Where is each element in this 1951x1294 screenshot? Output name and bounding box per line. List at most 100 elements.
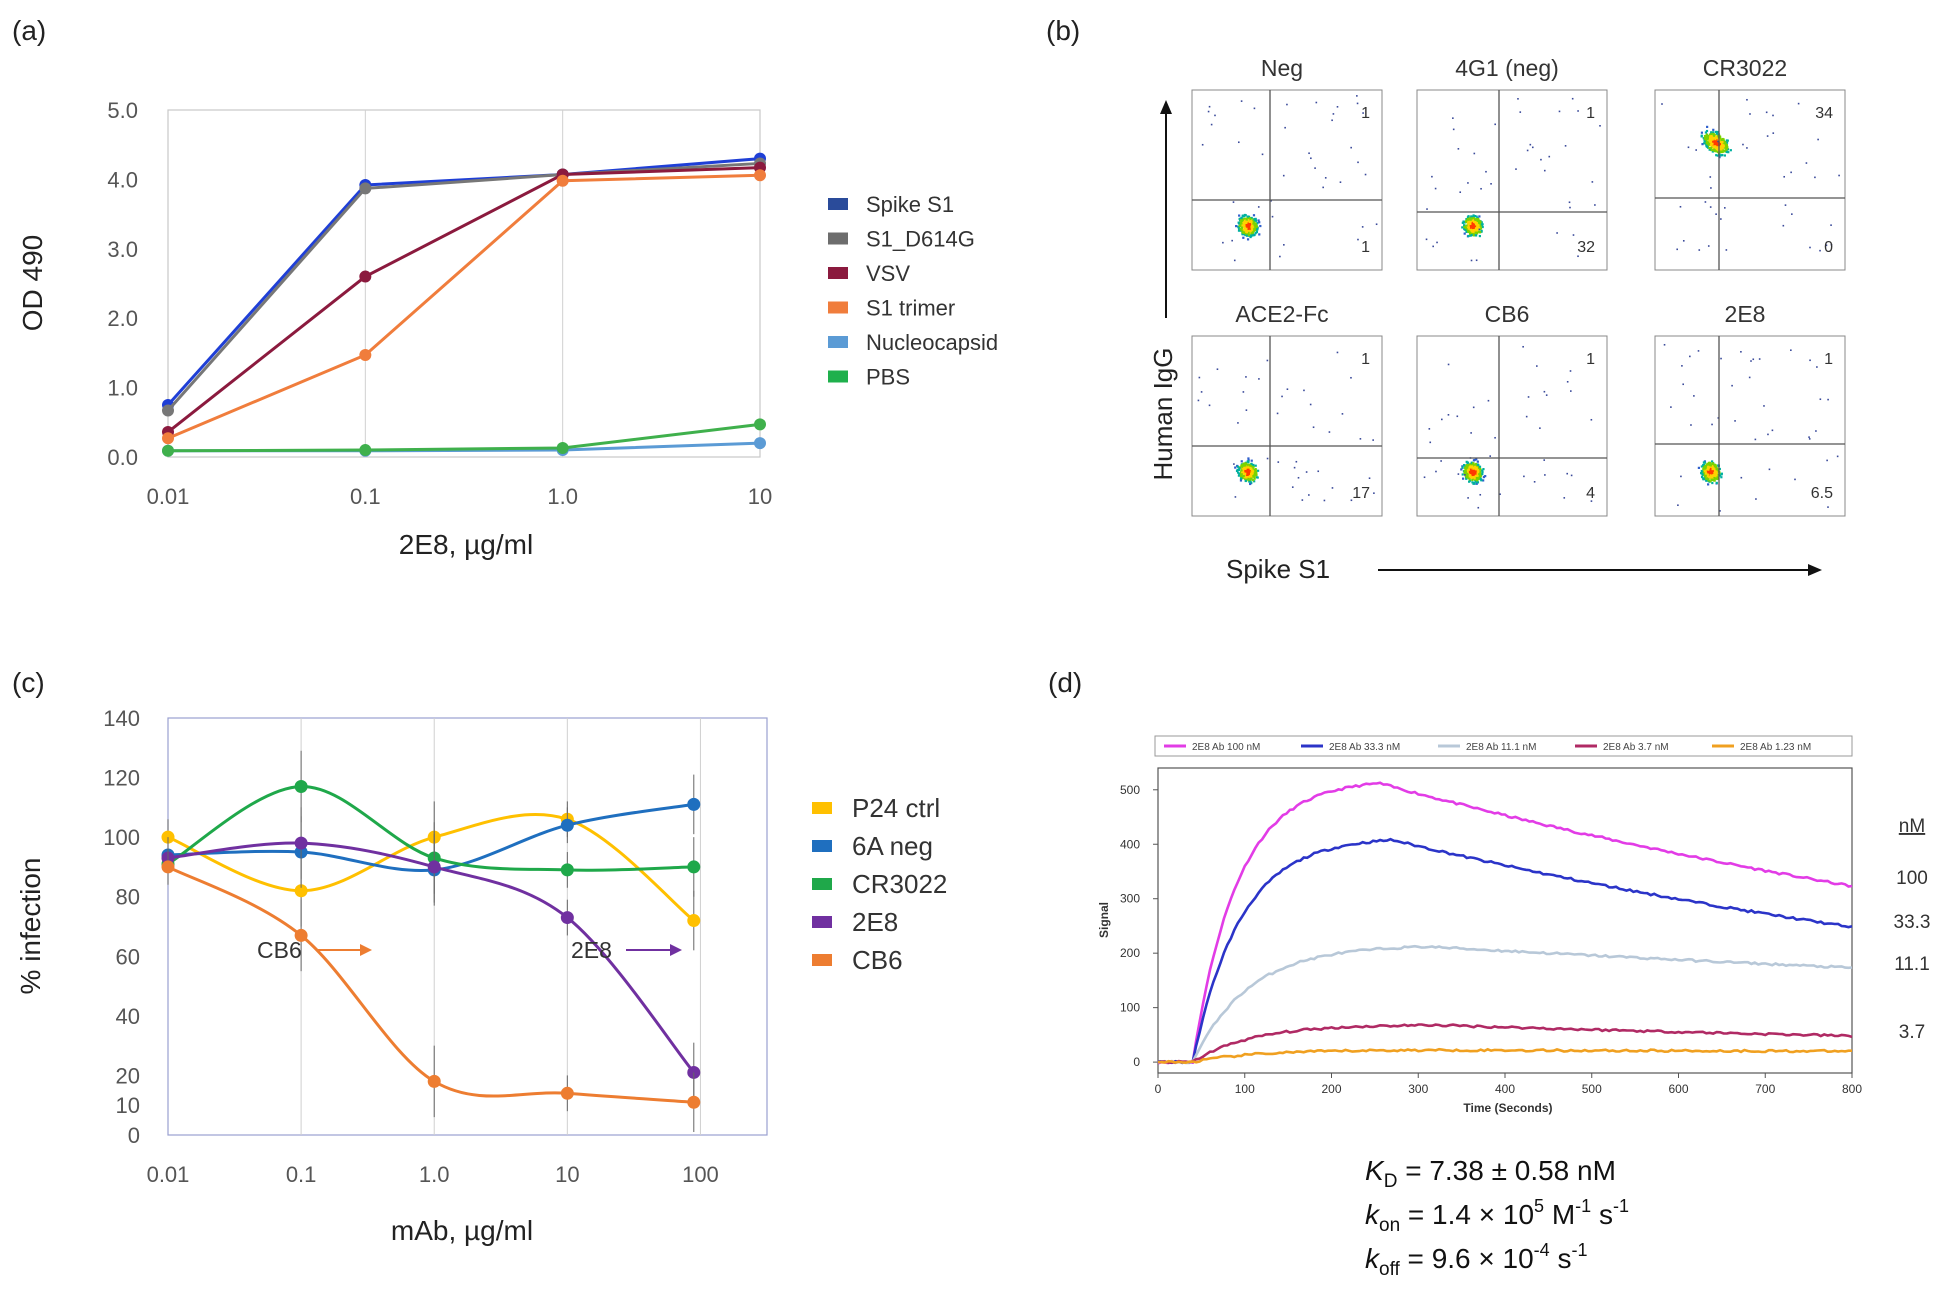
facs-event xyxy=(1235,225,1238,228)
facs-event xyxy=(1244,228,1247,231)
facs-event xyxy=(1241,224,1245,228)
quadrant-lower-right-value: 6.5 xyxy=(1811,485,1833,502)
facs-event xyxy=(1277,461,1280,463)
facs-event xyxy=(1253,222,1256,225)
facs-event xyxy=(1249,468,1252,471)
facs-event xyxy=(1431,175,1433,178)
facs-event xyxy=(1256,476,1259,479)
legend-label-c: P24 ctrl xyxy=(852,793,940,823)
facs-event xyxy=(1706,473,1709,476)
facs-event xyxy=(1235,469,1239,473)
facs-event xyxy=(1243,231,1247,234)
facs-event xyxy=(1238,214,1241,217)
facs-event xyxy=(1472,219,1475,222)
facs-event xyxy=(1782,224,1785,227)
facs-event xyxy=(1704,131,1708,134)
facs-event xyxy=(1480,229,1483,232)
x-tick-label-d: 500 xyxy=(1582,1082,1602,1096)
facs-event xyxy=(1474,227,1478,230)
facs-event xyxy=(1527,396,1530,398)
facs-event xyxy=(1452,128,1455,131)
facs-event xyxy=(1250,221,1253,224)
facs-event xyxy=(1253,477,1256,480)
facs-event xyxy=(1480,224,1483,227)
facs-event xyxy=(1231,239,1233,242)
facs-event xyxy=(1242,391,1245,393)
facs-event xyxy=(1478,231,1481,234)
facs-event xyxy=(1237,225,1240,228)
facs-event xyxy=(1712,142,1715,145)
facs-event xyxy=(1254,232,1257,235)
facs-event xyxy=(1295,460,1298,463)
legend-label-a: S1_D614G xyxy=(866,227,975,252)
facs-event xyxy=(1682,383,1684,386)
facs-event xyxy=(1477,230,1480,233)
facs-event xyxy=(1719,510,1721,512)
facs-event xyxy=(1244,477,1247,481)
facs-event xyxy=(1240,221,1243,224)
facs-event xyxy=(1257,206,1260,208)
facs-event xyxy=(1711,423,1713,426)
facs-event xyxy=(1423,476,1426,479)
facs-event xyxy=(1701,143,1704,146)
facs-event xyxy=(1470,463,1473,466)
quadrant-upper-right-value: 1 xyxy=(1586,351,1595,368)
facs-event xyxy=(1271,215,1274,218)
facs-event xyxy=(1768,468,1771,471)
facs-event xyxy=(1708,471,1712,475)
facs-event xyxy=(1474,466,1477,469)
facs-event xyxy=(1816,366,1818,368)
legend-swatch-a xyxy=(828,198,848,210)
facs-event xyxy=(1709,138,1712,141)
data-point-a xyxy=(359,348,372,361)
legend-label-c: 2E8 xyxy=(852,907,898,937)
annotation-label-c: 2E8 xyxy=(571,937,612,963)
data-point-c xyxy=(687,860,701,874)
facs-event xyxy=(1703,460,1707,463)
facs-event xyxy=(1250,462,1253,465)
facs-event xyxy=(1425,238,1428,241)
facs-event xyxy=(1720,154,1723,157)
facs-event xyxy=(1253,227,1256,230)
facs-event xyxy=(1706,470,1710,473)
facs-event xyxy=(1713,472,1716,475)
data-point-c xyxy=(294,884,308,898)
series-line-a xyxy=(166,161,761,412)
facs-event xyxy=(1476,470,1479,473)
y-tick-label-a: 5.0 xyxy=(107,98,138,123)
facs-event xyxy=(1242,215,1245,218)
facs-event xyxy=(1473,221,1477,224)
facs-event xyxy=(1715,136,1718,140)
facs-event xyxy=(1568,201,1571,204)
facs-event xyxy=(1704,469,1707,472)
facs-event xyxy=(1714,139,1717,142)
facs-event xyxy=(1827,506,1829,508)
legend-swatch-a xyxy=(828,301,848,314)
facs-event xyxy=(1494,123,1496,126)
facs-event xyxy=(1247,227,1250,230)
facs-event xyxy=(1247,472,1250,475)
y-axis-label-d: Signal xyxy=(1097,902,1111,938)
facs-event xyxy=(1350,499,1353,502)
facs-event xyxy=(1704,136,1708,139)
facs-event xyxy=(1208,404,1211,407)
facs-event xyxy=(1750,360,1752,362)
facs-event xyxy=(1472,234,1475,237)
facs-event xyxy=(1469,226,1472,229)
x-tick-label-d: 800 xyxy=(1842,1082,1862,1096)
x-axis-label-c: mAb, µg/ml xyxy=(391,1215,533,1246)
data-point-c xyxy=(294,836,308,850)
facs-event xyxy=(1234,496,1237,498)
facs-event xyxy=(1247,457,1250,460)
data-point-a xyxy=(754,418,766,431)
facs-event xyxy=(1240,460,1243,463)
facs-event xyxy=(1710,146,1713,149)
facs-event xyxy=(1242,466,1246,469)
facs-event xyxy=(1470,474,1473,477)
facs-event xyxy=(1474,474,1478,477)
facs-event xyxy=(1469,227,1472,230)
facs-event xyxy=(1731,384,1733,387)
data-point-c xyxy=(560,1086,574,1100)
facs-event xyxy=(1725,139,1729,142)
facs-event xyxy=(1577,110,1579,112)
